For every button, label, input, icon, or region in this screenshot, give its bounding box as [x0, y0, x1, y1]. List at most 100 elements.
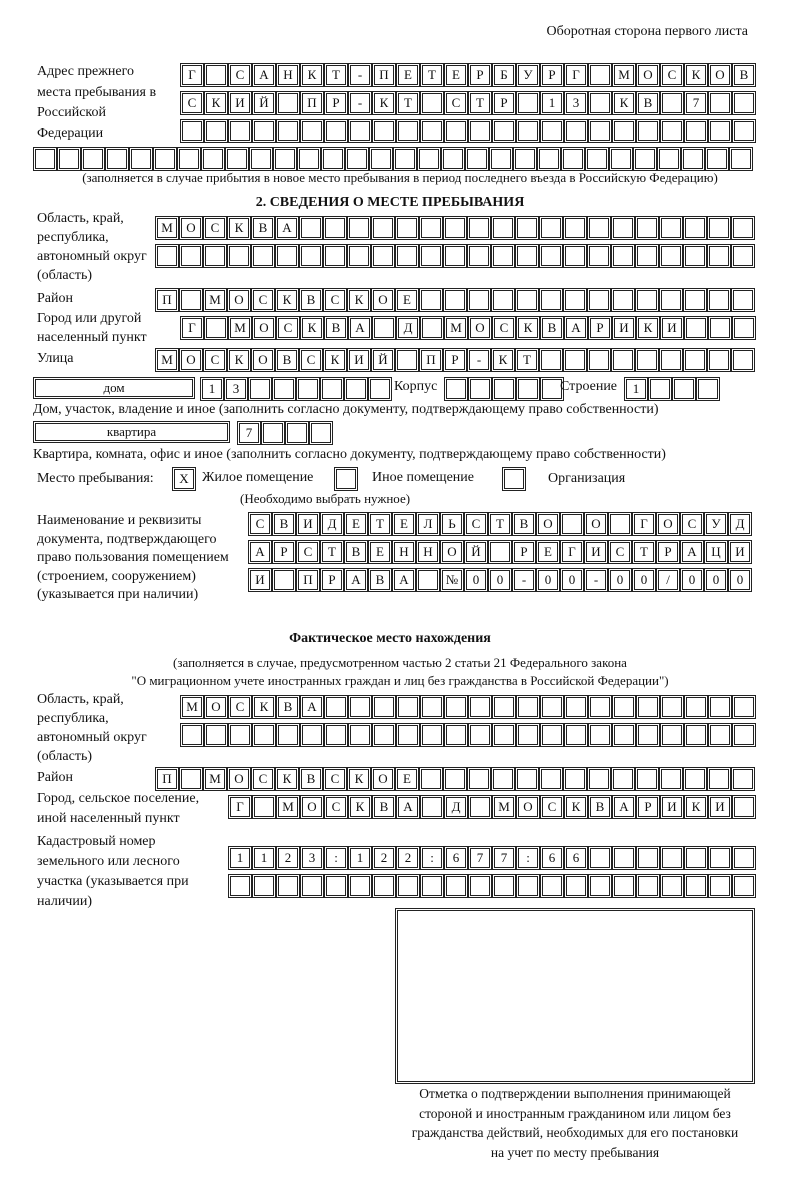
char-cell[interactable] [515, 216, 539, 240]
char-cell[interactable]: М [276, 795, 300, 819]
char-cell[interactable] [249, 147, 273, 171]
char-cell[interactable] [588, 63, 612, 87]
char-cell[interactable] [539, 767, 563, 791]
char-cell[interactable] [441, 147, 465, 171]
char-cell[interactable] [320, 377, 344, 401]
char-cell[interactable]: Р [540, 63, 564, 87]
char-cell[interactable]: О [227, 767, 251, 791]
char-cell[interactable] [707, 244, 731, 268]
char-cell[interactable]: 3 [224, 377, 248, 401]
char-cell[interactable] [635, 244, 659, 268]
char-cell[interactable] [371, 216, 395, 240]
char-cell[interactable]: Ц [704, 540, 728, 564]
char-cell[interactable] [276, 119, 300, 143]
char-cell[interactable] [201, 147, 225, 171]
char-cell[interactable]: И [296, 512, 320, 536]
char-cell[interactable] [563, 244, 587, 268]
char-cell[interactable] [540, 723, 564, 747]
char-cell[interactable] [285, 421, 309, 445]
char-cell[interactable] [660, 695, 684, 719]
char-cell[interactable]: П [300, 91, 324, 115]
char-cell[interactable] [443, 767, 467, 791]
char-cell[interactable] [660, 846, 684, 870]
char-cell[interactable] [129, 147, 153, 171]
char-cell[interactable]: 7 [468, 846, 492, 870]
char-cell[interactable] [348, 695, 372, 719]
house-type-field[interactable]: дом [33, 377, 195, 399]
char-cell[interactable]: П [155, 767, 179, 791]
char-cell[interactable]: 0 [536, 568, 560, 592]
char-cell[interactable] [731, 244, 755, 268]
char-cell[interactable] [563, 348, 587, 372]
char-cell[interactable]: В [276, 695, 300, 719]
char-cell[interactable]: 1 [540, 91, 564, 115]
char-cell[interactable]: В [732, 63, 756, 87]
char-cell[interactable] [491, 288, 515, 312]
char-cell[interactable]: С [251, 767, 275, 791]
char-cell[interactable] [732, 846, 756, 870]
char-cell[interactable] [324, 119, 348, 143]
char-cell[interactable]: Г [228, 795, 252, 819]
char-cell[interactable]: 2 [276, 846, 300, 870]
char-cell[interactable] [348, 874, 372, 898]
char-cell[interactable] [681, 147, 705, 171]
char-cell[interactable] [636, 695, 660, 719]
char-cell[interactable] [227, 244, 251, 268]
char-cell[interactable] [732, 119, 756, 143]
char-cell[interactable] [324, 695, 348, 719]
char-cell[interactable]: Е [368, 540, 392, 564]
char-cell[interactable]: Т [396, 91, 420, 115]
char-cell[interactable] [347, 244, 371, 268]
char-cell[interactable] [539, 348, 563, 372]
char-cell[interactable] [420, 874, 444, 898]
char-cell[interactable]: К [491, 348, 515, 372]
char-cell[interactable] [347, 216, 371, 240]
char-cell[interactable]: И [228, 91, 252, 115]
char-cell[interactable] [276, 874, 300, 898]
char-cell[interactable] [272, 377, 296, 401]
char-cell[interactable] [468, 377, 492, 401]
char-cell[interactable] [419, 216, 443, 240]
char-cell[interactable] [467, 767, 491, 791]
char-cell[interactable] [153, 147, 177, 171]
char-cell[interactable] [708, 316, 732, 340]
char-cell[interactable] [420, 316, 444, 340]
char-cell[interactable]: 6 [444, 846, 468, 870]
char-cell[interactable] [488, 540, 512, 564]
char-cell[interactable] [684, 119, 708, 143]
char-cell[interactable]: А [275, 216, 299, 240]
char-cell[interactable]: У [516, 63, 540, 87]
char-cell[interactable] [420, 91, 444, 115]
char-cell[interactable]: Д [728, 512, 752, 536]
char-cell[interactable] [659, 288, 683, 312]
char-cell[interactable]: Р [636, 795, 660, 819]
char-cell[interactable] [611, 348, 635, 372]
char-cell[interactable] [300, 723, 324, 747]
char-cell[interactable] [33, 147, 57, 171]
char-cell[interactable]: Р [272, 540, 296, 564]
char-cell[interactable] [372, 723, 396, 747]
char-cell[interactable]: Т [368, 512, 392, 536]
char-cell[interactable] [491, 216, 515, 240]
char-cell[interactable]: Р [492, 91, 516, 115]
char-cell[interactable]: Т [632, 540, 656, 564]
char-cell[interactable] [611, 216, 635, 240]
char-cell[interactable] [251, 244, 275, 268]
char-cell[interactable]: М [203, 288, 227, 312]
char-cell[interactable] [588, 119, 612, 143]
char-cell[interactable]: К [275, 288, 299, 312]
char-cell[interactable] [419, 288, 443, 312]
char-cell[interactable]: В [540, 316, 564, 340]
char-cell[interactable] [516, 91, 540, 115]
char-cell[interactable] [57, 147, 81, 171]
char-cell[interactable]: В [372, 795, 396, 819]
char-cell[interactable]: И [347, 348, 371, 372]
char-cell[interactable]: М [155, 216, 179, 240]
char-cell[interactable] [587, 244, 611, 268]
char-cell[interactable] [344, 377, 368, 401]
char-cell[interactable] [516, 695, 540, 719]
char-cell[interactable] [708, 695, 732, 719]
char-cell[interactable] [444, 874, 468, 898]
char-cell[interactable] [732, 91, 756, 115]
char-cell[interactable] [465, 147, 489, 171]
